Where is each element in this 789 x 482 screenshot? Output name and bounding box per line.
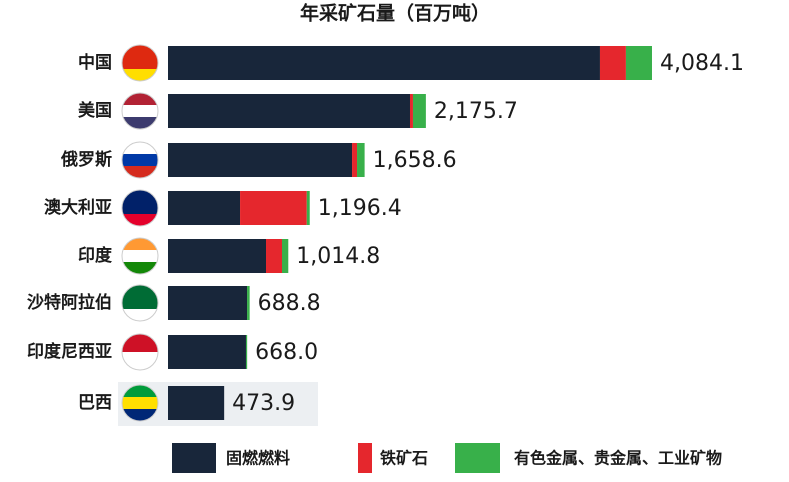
bar-segment	[599, 46, 626, 80]
bar-segment	[352, 143, 358, 177]
flag-part	[122, 202, 158, 214]
flag	[122, 45, 158, 81]
legend-swatch	[358, 443, 372, 473]
flag-part	[122, 214, 158, 226]
total-label: 2,175.7	[434, 99, 518, 124]
flag-rim	[121, 141, 159, 179]
total-label: 668.0	[255, 340, 318, 365]
total-label: 4,084.1	[660, 51, 744, 76]
flag	[122, 238, 158, 274]
flag-part	[122, 409, 158, 421]
flag-part	[122, 57, 158, 69]
bar-segment	[168, 386, 225, 420]
flag-part	[122, 385, 158, 397]
flag	[122, 190, 158, 226]
bar-segment	[409, 94, 413, 128]
flag-part	[122, 154, 158, 166]
flag	[122, 285, 158, 321]
bar-segment	[306, 191, 310, 225]
flag-rim	[121, 92, 159, 130]
category-label: 印度尼西亚	[27, 341, 112, 362]
category-label: 美国	[78, 100, 112, 121]
legend-swatch	[172, 443, 216, 473]
bar-segment	[266, 239, 283, 273]
flag-part	[122, 117, 158, 129]
bar-segment	[240, 191, 307, 225]
flag-rim	[121, 384, 159, 422]
bar-segment	[168, 191, 241, 225]
category-label: 印度	[78, 245, 113, 266]
category-label: 沙特阿拉伯	[27, 292, 112, 313]
flag-part	[122, 105, 158, 117]
flag-part	[122, 309, 158, 321]
bar-segment	[168, 335, 246, 369]
legend-label: 有色金属、贵金属、工业矿物	[514, 449, 722, 468]
total-label: 688.8	[258, 291, 321, 316]
bar-segment	[168, 94, 410, 128]
flag-rim	[121, 284, 159, 322]
category-label: 俄罗斯	[60, 149, 112, 170]
flag-part	[122, 238, 158, 250]
bar-segment	[625, 46, 652, 80]
bar-segment	[282, 239, 289, 273]
flag-part	[122, 166, 158, 178]
flag-part	[122, 250, 158, 262]
flag	[122, 142, 158, 178]
flag-part	[122, 352, 158, 370]
flag	[122, 93, 158, 129]
flag-part	[122, 190, 158, 202]
legend-label: 铁矿石	[380, 449, 428, 468]
flag-rim	[121, 189, 159, 227]
flag-part	[122, 285, 158, 297]
flag-part	[122, 142, 158, 154]
flag	[122, 334, 158, 370]
flag-part	[122, 397, 158, 409]
chart-title: 年采矿石量（百万吨）	[300, 2, 490, 25]
flag-part	[122, 93, 158, 105]
category-label: 巴西	[78, 393, 112, 413]
bar-segment	[168, 46, 600, 80]
bar-segment	[357, 143, 365, 177]
flag	[122, 385, 158, 421]
bar-segment	[168, 286, 248, 320]
total-label: 1,014.8	[296, 244, 380, 269]
flag-rim	[121, 44, 159, 82]
flag-rim	[121, 237, 159, 275]
flag-rim	[121, 333, 159, 371]
bar-segment	[245, 335, 248, 369]
bar-segment	[168, 239, 267, 273]
legend-label: 固燃燃料	[226, 449, 290, 468]
flag-part	[122, 334, 158, 352]
flag-part	[122, 69, 158, 81]
total-label: 1,658.6	[373, 148, 457, 173]
bar-segment	[247, 286, 250, 320]
flag-part	[122, 45, 158, 57]
total-label: 1,196.4	[318, 196, 402, 221]
flag-part	[122, 297, 158, 309]
bar-segment	[168, 143, 353, 177]
category-label: 中国	[78, 52, 112, 73]
total-label: 473.9	[232, 391, 295, 416]
bar-segment	[412, 94, 426, 128]
legend-swatch	[455, 443, 500, 473]
flag-part	[122, 262, 158, 274]
category-label: 澳大利亚	[44, 197, 112, 218]
